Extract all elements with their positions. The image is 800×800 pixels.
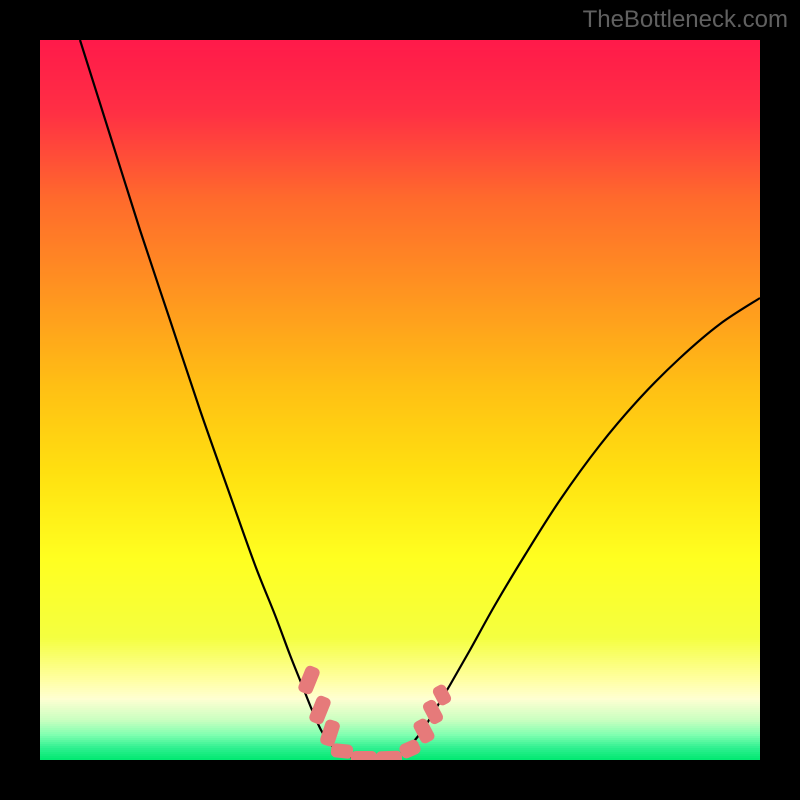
curve-marker (330, 743, 353, 759)
curve-svg (40, 40, 760, 760)
watermark-text: TheBottleneck.com (583, 6, 788, 34)
curve-markers (297, 664, 453, 760)
curve-marker (376, 751, 402, 760)
bottleneck-curve (80, 40, 760, 759)
plot-area (40, 40, 760, 760)
curve-marker (351, 751, 377, 760)
